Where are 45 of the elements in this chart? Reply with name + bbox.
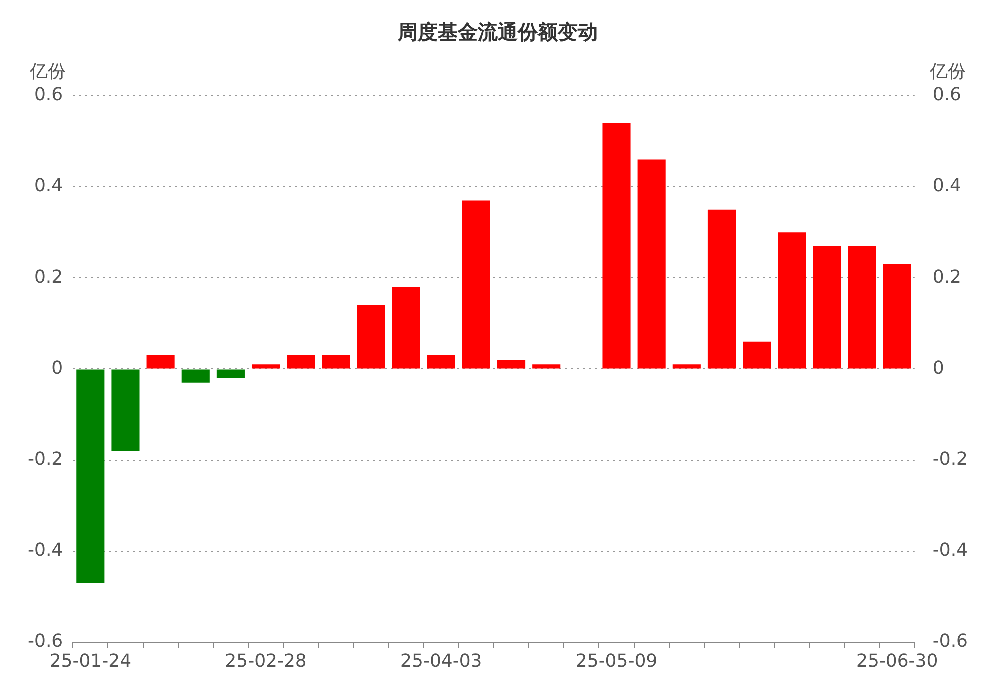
x-tick-label: 25-02-28 [225, 650, 307, 672]
y-tick-label: 0 [52, 358, 64, 379]
x-tick-label: 25-04-03 [400, 650, 482, 672]
bar [216, 370, 245, 378]
y2-tick-label: 0 [932, 358, 944, 379]
x-tick-label: 25-05-09 [576, 650, 658, 672]
y2-tick-label: -0.4 [932, 540, 968, 562]
y-tick-label: -0.4 [28, 540, 64, 562]
y2-tick-label: -0.2 [932, 448, 968, 470]
y-tick-label: 0.2 [34, 266, 64, 288]
bar [146, 356, 175, 369]
y-tick-label: 0.4 [34, 176, 64, 197]
y2-tick-label: -0.6 [932, 631, 968, 652]
bar [182, 370, 210, 383]
bar [708, 210, 736, 369]
bar [672, 364, 701, 369]
bar [743, 342, 772, 369]
y-tick-label: -0.6 [28, 631, 64, 652]
y-axis-title: 亿份 [29, 62, 66, 83]
y2-tick-label: 0.6 [932, 84, 962, 106]
bar [287, 356, 316, 369]
bar [638, 160, 666, 369]
bar [848, 246, 876, 369]
bar [357, 305, 386, 369]
bar [498, 360, 526, 369]
y2-axis-title: 亿份 [929, 62, 966, 83]
bar [532, 364, 561, 369]
y2-tick-label: 0.4 [932, 176, 962, 197]
x-tick-label: 25-01-24 [50, 650, 132, 672]
bar [883, 264, 912, 369]
bar [602, 123, 631, 369]
bar [252, 364, 280, 369]
bar [813, 246, 842, 369]
bar [76, 370, 105, 584]
bar [392, 287, 420, 369]
x-tick-label: 25-06-30 [856, 650, 938, 672]
bar [462, 200, 490, 369]
bar [778, 232, 806, 369]
chart-title: 周度基金流通份额变动 [397, 20, 598, 44]
bar [427, 356, 456, 369]
y2-tick-label: 0.2 [932, 266, 962, 288]
bar [112, 370, 140, 452]
bar [322, 356, 350, 369]
y-tick-label: 0.6 [34, 84, 64, 106]
y-tick-label: -0.2 [28, 448, 64, 470]
